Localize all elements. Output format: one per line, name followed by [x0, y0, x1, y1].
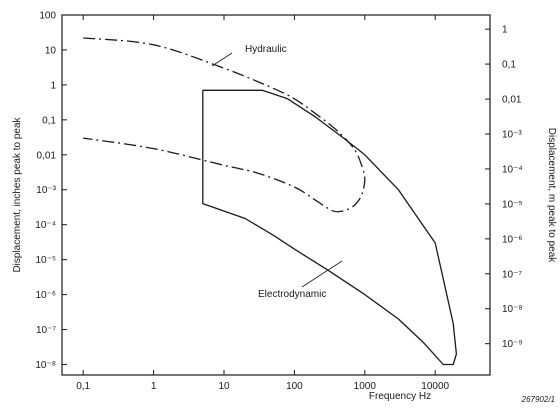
- y-axis-right-title: Displacement, m peak to peak: [546, 128, 557, 264]
- y-axis-left: 100 10 1 0,1 0,01 10⁻³ 10⁻⁴ 10⁻⁵ 10⁻⁶ 10⁻⁷ 10⁻⁸: [35, 11, 67, 371]
- series-line-electrodynamic: [202, 89, 458, 366]
- x-axis-title: Frequency Hz: [369, 391, 431, 402]
- series-line-hydraulic: [83, 37, 366, 213]
- y-left-tick-label: 1: [50, 80, 56, 91]
- y-left-tick-label: 0,01: [37, 150, 57, 161]
- annotation-label: Electrodynamic: [258, 289, 326, 300]
- annotation-leader: [211, 52, 233, 67]
- y-left-tick-label: 10⁻⁵: [35, 255, 56, 266]
- x-axis: 0,1 1 10 100 1000 10000: [76, 15, 450, 392]
- annotation-leader: [301, 260, 343, 288]
- x-tick-label: 10: [218, 381, 230, 392]
- series-layer: [83, 37, 458, 366]
- plot-frame: [61, 14, 491, 376]
- figure-id: 267902/1: [521, 395, 555, 404]
- y-right-tick-label: 0,1: [502, 60, 516, 71]
- y-right-tick-label: 10⁻⁵: [502, 199, 523, 210]
- y-right-tick-label: 10⁻⁷: [502, 269, 522, 280]
- annotation-label: Hydraulic: [245, 44, 287, 55]
- y-right-tick-label: 1: [502, 25, 508, 36]
- y-right-tick-label: 10⁻⁴: [502, 164, 523, 175]
- y-axis-right: 1 0,1 0,01 10⁻³ 10⁻⁴ 10⁻⁵ 10⁻⁶ 10⁻⁷ 10⁻⁸ 10⁻⁹: [485, 25, 523, 350]
- x-tick-label: 10000: [421, 381, 449, 392]
- y-right-tick-label: 10⁻⁹: [502, 339, 523, 350]
- y-left-tick-label: 10⁻⁷: [36, 325, 56, 336]
- y-left-tick-label: 10⁻⁸: [35, 360, 56, 371]
- y-right-tick-label: 10⁻⁶: [502, 234, 523, 245]
- x-tick-label: 0,1: [76, 381, 90, 392]
- x-tick-label: 100: [286, 381, 303, 392]
- x-tick-label: 1000: [354, 381, 377, 392]
- y-left-tick-label: 10: [45, 45, 57, 56]
- x-tick-label: 1: [151, 381, 157, 392]
- y-axis-left-title: Displacement, inches peak to peak: [12, 116, 23, 272]
- y-left-tick-label: 10⁻³: [36, 185, 56, 196]
- y-right-tick-label: 0,01: [502, 95, 522, 106]
- y-right-tick-label: 10⁻⁸: [502, 304, 523, 315]
- y-left-tick-label: 10⁻⁴: [35, 220, 56, 231]
- y-left-tick-label: 0,1: [42, 115, 56, 126]
- y-right-tick-label: 10⁻³: [502, 129, 522, 140]
- y-left-tick-label: 10⁻⁶: [35, 290, 56, 301]
- annotation-layer: Hydraulic Electrodynamic: [211, 44, 343, 300]
- y-left-tick-label: 100: [39, 11, 56, 22]
